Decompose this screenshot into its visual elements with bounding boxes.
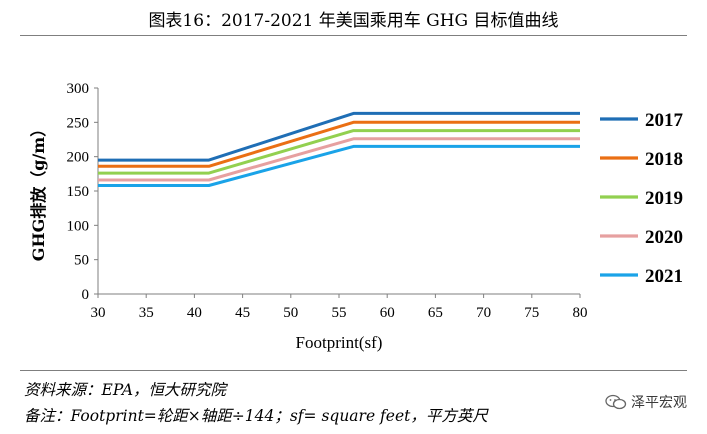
x-tick-label: 75: [524, 305, 539, 321]
footnote: 备注：Footprint=轮距×轴距÷144；sf= square feet，平…: [24, 407, 488, 425]
legend-label-2021: 2021: [645, 266, 683, 287]
y-tick-label: 50: [74, 253, 89, 269]
series-line-2019: [98, 129, 580, 175]
x-axis-title: Footprint(sf): [296, 333, 383, 352]
legend-label-2020: 2020: [645, 227, 683, 248]
watermark-text: 泽平宏观: [631, 395, 687, 411]
series-line-2018: [98, 120, 580, 168]
x-tick-label: 55: [332, 305, 347, 321]
chart-legend: 2017 2018 2019 2020 2021: [600, 110, 684, 287]
series-line-2021: [98, 144, 580, 187]
x-tick-label: 50: [283, 305, 298, 321]
x-tick-label: 65: [428, 305, 443, 321]
x-tick-label: 45: [235, 305, 250, 321]
x-tick-label: 40: [187, 305, 202, 321]
source-note: 资料来源：EPA，恒大研究院: [24, 381, 227, 399]
bottom-rule: [20, 370, 687, 371]
x-tick-label: 30: [91, 305, 106, 321]
chart-series: [98, 111, 580, 187]
legend-label-2018: 2018: [645, 149, 683, 170]
y-axis-title: GHG排放（g/m）: [29, 121, 48, 261]
x-tick-label: 60: [380, 305, 395, 321]
legend-label-2019: 2019: [645, 188, 683, 209]
x-tick-label: 80: [573, 305, 588, 321]
chart-axes: 0 50 100 150 200 250 300 30 35 40 45 50 55 60 65 70 75 80…: [29, 81, 588, 352]
top-rule: [20, 35, 687, 36]
y-tick-label: 200: [67, 150, 90, 166]
y-tick-label: 100: [67, 218, 90, 234]
series-line-2017: [98, 111, 580, 162]
y-tick-label: 300: [67, 81, 90, 97]
watermark: 泽平宏观: [605, 392, 687, 412]
x-tick-label: 70: [476, 305, 491, 321]
legend-label-2017: 2017: [645, 110, 684, 131]
wechat-icon: [605, 394, 627, 410]
y-tick-label: 150: [67, 184, 90, 200]
y-tick-label: 0: [82, 287, 90, 303]
x-tick-label: 35: [139, 305, 154, 321]
figure-title: 图表16：2017-2021 年美国乘用车 GHG 目标值曲线: [148, 11, 559, 31]
series-line-2020: [98, 137, 580, 182]
y-tick-label: 250: [67, 115, 90, 131]
